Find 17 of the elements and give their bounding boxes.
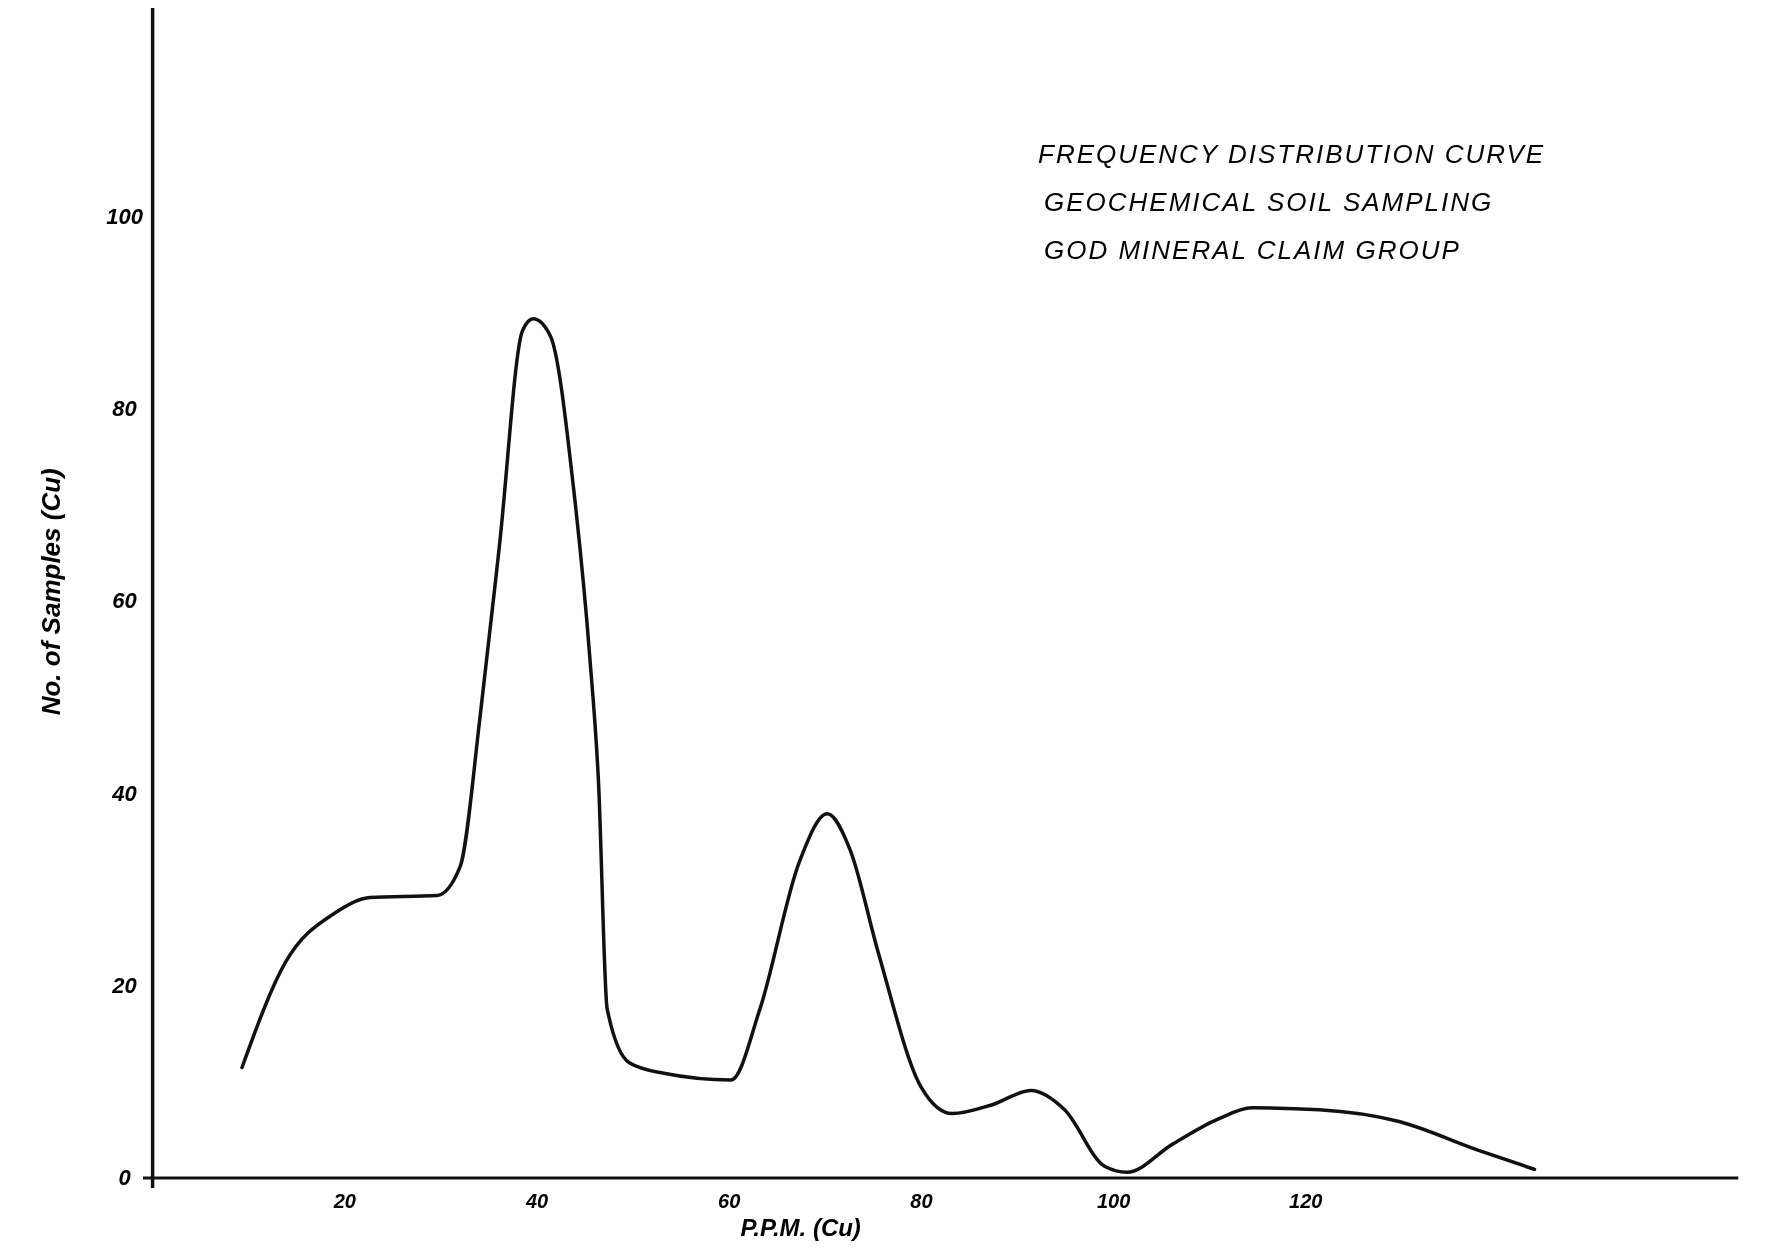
- x-axis-title: P.P.M. (Cu): [740, 1214, 861, 1241]
- x-tick-label: 20: [332, 1190, 356, 1212]
- y-tick-label: 40: [111, 780, 138, 806]
- text: FREQUENCY DISTRIBUTION CURVE: [1038, 139, 1546, 169]
- y-tick-label: 80: [112, 396, 138, 422]
- x-tick-label: 80: [910, 1190, 933, 1212]
- x-tick-label: 60: [718, 1190, 741, 1212]
- text: GEOCHEMICAL SOIL SAMPLING GOD MINERAL CLAIM GROUP: [1044, 187, 1494, 265]
- x-tick-label: 40: [524, 1190, 549, 1212]
- y-tick-label: 20: [111, 972, 138, 998]
- y-axis-title: No. of Samples (Cu): [36, 468, 66, 716]
- y-tick-label: 60: [112, 588, 138, 614]
- y-tick-label: 100: [106, 204, 144, 229]
- x-tick-label: 100: [1096, 1190, 1131, 1212]
- line-series: [240, 317, 1537, 1174]
- y-tick-label: 0: [118, 1165, 132, 1190]
- x-tick-label: 120: [1289, 1190, 1323, 1212]
